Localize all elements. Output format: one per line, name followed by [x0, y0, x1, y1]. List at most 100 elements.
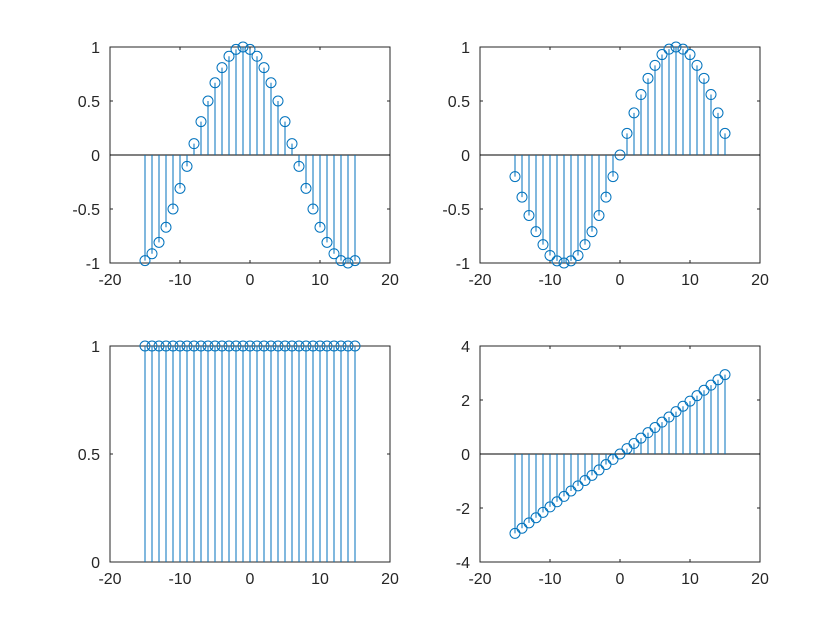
x-tick-label: 0 [616, 272, 625, 289]
x-tick-label: -20 [98, 571, 121, 588]
stem-marker [335, 255, 347, 267]
stem-marker [223, 340, 235, 352]
y-tick-label: 0 [461, 148, 470, 165]
stem-marker [600, 191, 612, 203]
stem-marker [628, 107, 640, 119]
stem-marker [293, 340, 305, 352]
stem-marker [670, 41, 682, 53]
stem-marker [258, 62, 270, 74]
stem-marker [265, 77, 277, 89]
x-tick-label: 20 [381, 272, 399, 289]
stem-marker [160, 221, 172, 233]
stem-marker [146, 248, 158, 260]
stem-marker [530, 226, 542, 238]
stem-marker [265, 340, 277, 352]
x-tick-label: 10 [681, 571, 699, 588]
stem-marker [195, 116, 207, 128]
stem-marker [677, 43, 689, 55]
x-tick-label: 0 [616, 571, 625, 588]
stem-marker [307, 340, 319, 352]
stem-marker [684, 395, 696, 407]
y-tick-label: 0.5 [448, 94, 470, 111]
x-tick-label: 0 [246, 272, 255, 289]
stem-marker [342, 257, 354, 269]
x-tick-label: 20 [751, 272, 769, 289]
y-tick-label: -1 [456, 256, 470, 273]
stem-marker [572, 480, 584, 492]
stem-marker [251, 50, 263, 62]
stem-marker [544, 249, 556, 261]
stem-marker [286, 340, 298, 352]
stem-marker [293, 160, 305, 172]
stem-marker [621, 127, 633, 139]
stem-marker [167, 203, 179, 215]
stem-marker [719, 369, 731, 381]
stem-marker [321, 236, 333, 248]
stem-marker [607, 171, 619, 183]
stem-marker [621, 443, 633, 455]
stem-marker [153, 236, 165, 248]
stem-marker [174, 182, 186, 194]
stem-marker [230, 340, 242, 352]
stem-marker [537, 506, 549, 518]
stem-marker [244, 43, 256, 55]
y-tick-label: -4 [456, 555, 470, 572]
x-tick-label: -10 [538, 571, 561, 588]
x-tick-label: -20 [468, 571, 491, 588]
stem-marker [705, 89, 717, 101]
stem-marker [523, 517, 535, 529]
stem-marker [209, 340, 221, 352]
stem-marker [335, 340, 347, 352]
stem-marker [251, 340, 263, 352]
y-tick-label: 0.5 [78, 447, 100, 464]
stem-marker [188, 138, 200, 150]
x-tick-label: -10 [168, 571, 191, 588]
stem-marker [628, 437, 640, 449]
y-tick-label: -2 [456, 501, 470, 518]
stem-marker [530, 512, 542, 524]
x-tick-label: 10 [311, 571, 329, 588]
stem-marker [670, 406, 682, 418]
stem-marker [160, 340, 172, 352]
stem-marker [614, 149, 626, 161]
stem-marker [649, 59, 661, 71]
stem-marker [579, 474, 591, 486]
stem-marker [635, 432, 647, 444]
y-tick-label: 0 [91, 555, 100, 572]
stem-marker [237, 41, 249, 53]
stem-marker [537, 239, 549, 251]
y-tick-label: 0.5 [78, 94, 100, 111]
stem-marker [209, 77, 221, 89]
stem-marker [202, 340, 214, 352]
stem-marker [230, 43, 242, 55]
stem-marker [558, 490, 570, 502]
stem-marker [195, 340, 207, 352]
stem-marker [649, 422, 661, 434]
stem-marker [684, 49, 696, 61]
stem-marker [712, 107, 724, 119]
stem-marker [705, 379, 717, 391]
y-tick-label: 4 [461, 339, 470, 356]
y-tick-label: 0 [461, 447, 470, 464]
x-tick-label: 20 [381, 571, 399, 588]
stem-marker [593, 209, 605, 221]
stem-marker [565, 255, 577, 267]
stem-marker [181, 340, 193, 352]
x-tick-label: -10 [168, 272, 191, 289]
stem-marker [286, 138, 298, 150]
x-tick-label: -20 [98, 272, 121, 289]
stem-marker [272, 95, 284, 107]
stem-marker [691, 59, 703, 71]
stem-marker [607, 453, 619, 465]
y-tick-label: 0 [91, 148, 100, 165]
stem-marker [523, 209, 535, 221]
stem-marker [516, 522, 528, 534]
stem-marker [279, 116, 291, 128]
stem-marker [139, 340, 151, 352]
stem-marker [579, 239, 591, 251]
stem-marker [572, 249, 584, 261]
stem-marker [258, 340, 270, 352]
y-tick-label: -0.5 [442, 202, 470, 219]
stem-marker [237, 340, 249, 352]
